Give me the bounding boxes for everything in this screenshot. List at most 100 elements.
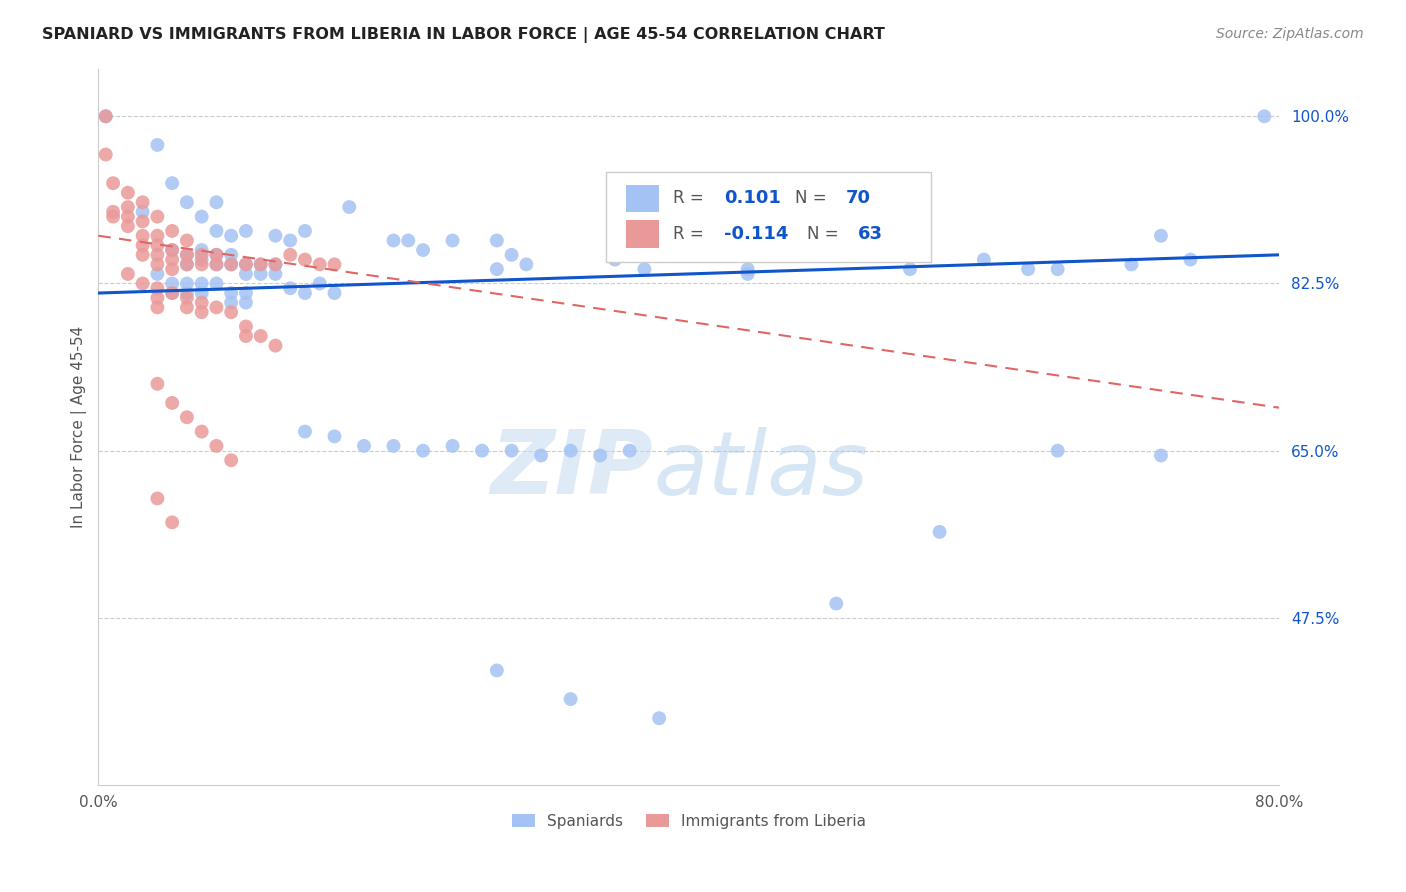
- Point: [190, 425, 212, 439]
- Point: [190, 243, 212, 257]
- Point: [160, 243, 183, 257]
- Point: [160, 176, 183, 190]
- Text: 63: 63: [858, 225, 883, 243]
- Point: [235, 319, 257, 334]
- Point: [176, 195, 198, 210]
- Point: [382, 439, 405, 453]
- Point: [160, 224, 183, 238]
- Point: [323, 286, 346, 301]
- Text: R =: R =: [673, 189, 710, 207]
- Point: [205, 257, 228, 271]
- Point: [898, 262, 921, 277]
- Point: [1150, 228, 1173, 243]
- Point: [235, 295, 257, 310]
- Point: [278, 248, 301, 262]
- Point: [190, 257, 212, 271]
- Point: [264, 267, 287, 281]
- Point: [146, 210, 169, 224]
- Point: [412, 243, 434, 257]
- Point: [146, 267, 169, 281]
- Text: ZIP: ZIP: [491, 426, 654, 513]
- Point: [205, 248, 228, 262]
- Point: [294, 252, 316, 267]
- Point: [146, 301, 169, 315]
- Point: [219, 295, 242, 310]
- Point: [131, 204, 153, 219]
- Point: [485, 664, 508, 678]
- Point: [441, 439, 464, 453]
- Text: SPANIARD VS IMMIGRANTS FROM LIBERIA IN LABOR FORCE | AGE 45-54 CORRELATION CHART: SPANIARD VS IMMIGRANTS FROM LIBERIA IN L…: [42, 27, 884, 43]
- Point: [131, 195, 153, 210]
- Point: [205, 257, 228, 271]
- Point: [396, 234, 419, 248]
- Point: [131, 238, 153, 252]
- Point: [485, 234, 508, 248]
- Point: [160, 286, 183, 301]
- Point: [146, 238, 169, 252]
- Point: [1017, 262, 1039, 277]
- Point: [131, 277, 153, 291]
- Point: [353, 439, 375, 453]
- Point: [219, 248, 242, 262]
- Point: [146, 376, 169, 391]
- Point: [219, 453, 242, 467]
- Point: [131, 228, 153, 243]
- Point: [235, 267, 257, 281]
- Point: [205, 277, 228, 291]
- Point: [560, 692, 582, 706]
- Point: [160, 277, 183, 291]
- Text: N =: N =: [807, 225, 844, 243]
- Point: [101, 176, 124, 190]
- Point: [235, 224, 257, 238]
- Point: [160, 252, 183, 267]
- Point: [515, 257, 537, 271]
- Point: [1150, 449, 1173, 463]
- Point: [190, 295, 212, 310]
- Point: [412, 443, 434, 458]
- Point: [219, 228, 242, 243]
- Point: [249, 267, 271, 281]
- Point: [264, 338, 287, 352]
- Text: 0.101: 0.101: [724, 189, 780, 207]
- FancyBboxPatch shape: [626, 220, 659, 248]
- Point: [117, 186, 139, 200]
- Point: [205, 248, 228, 262]
- Point: [146, 491, 169, 506]
- Point: [117, 200, 139, 214]
- Point: [146, 228, 169, 243]
- Point: [205, 439, 228, 453]
- Point: [176, 257, 198, 271]
- Point: [205, 195, 228, 210]
- Point: [501, 443, 523, 458]
- Point: [117, 219, 139, 234]
- Point: [1046, 443, 1069, 458]
- Point: [146, 138, 169, 153]
- Point: [825, 597, 848, 611]
- Point: [308, 277, 330, 291]
- Point: [160, 262, 183, 277]
- Point: [928, 524, 950, 539]
- Point: [1180, 252, 1202, 267]
- Point: [737, 262, 759, 277]
- FancyBboxPatch shape: [606, 172, 931, 262]
- Text: Source: ZipAtlas.com: Source: ZipAtlas.com: [1216, 27, 1364, 41]
- Point: [530, 449, 553, 463]
- Point: [176, 234, 198, 248]
- Point: [176, 286, 198, 301]
- Text: N =: N =: [794, 189, 832, 207]
- Point: [94, 109, 117, 123]
- Point: [94, 109, 117, 123]
- Point: [219, 257, 242, 271]
- Point: [264, 257, 287, 271]
- Point: [264, 228, 287, 243]
- Point: [235, 257, 257, 271]
- Point: [117, 267, 139, 281]
- Text: R =: R =: [673, 225, 710, 243]
- Point: [278, 234, 301, 248]
- Point: [176, 301, 198, 315]
- Point: [146, 291, 169, 305]
- Point: [101, 204, 124, 219]
- Point: [235, 257, 257, 271]
- Point: [146, 248, 169, 262]
- Point: [619, 443, 641, 458]
